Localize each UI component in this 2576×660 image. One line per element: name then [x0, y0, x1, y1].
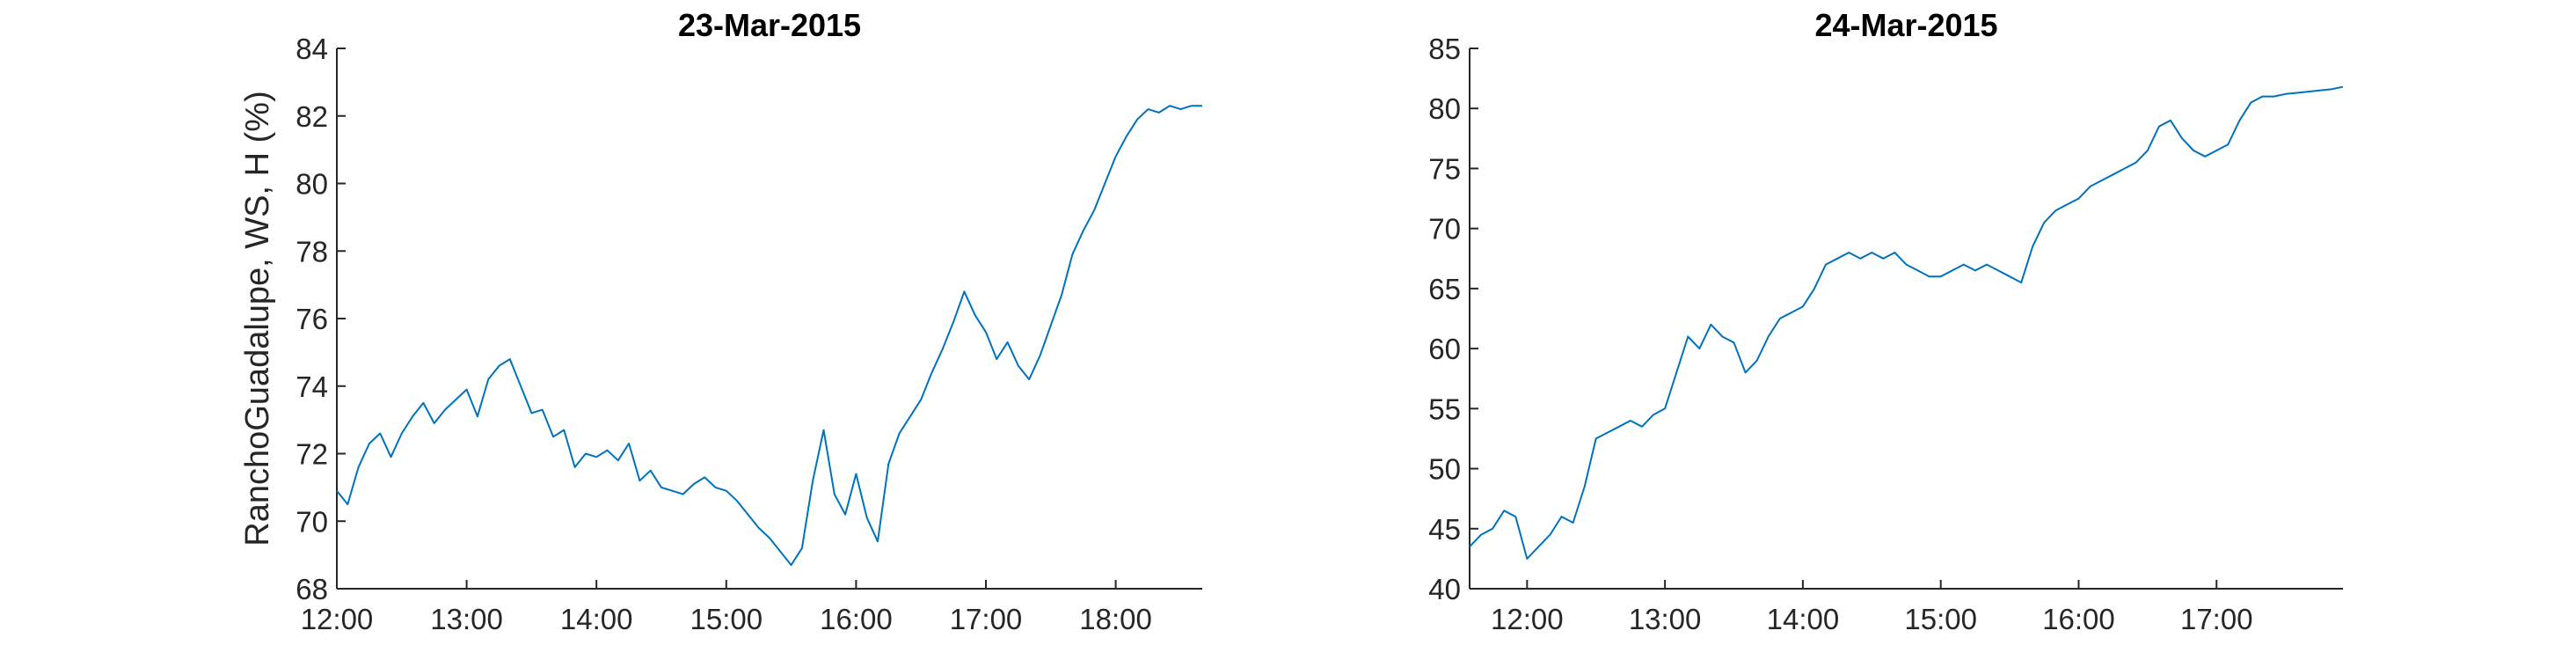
x-tick-label: 15:00 [1904, 603, 1977, 635]
y-tick-label: 60 [1428, 333, 1461, 365]
chart-title: 24-Mar-2015 [1814, 7, 1997, 43]
y-tick-label: 76 [296, 303, 328, 335]
x-tick-label: 14:00 [1767, 603, 1840, 635]
series-line-1 [1469, 85, 2344, 560]
chart-2: 40 45 50 55 60 65 70 75 80 85 12:00 13:00 14:00 15:00… [1428, 7, 2344, 635]
x-tick-label: 12:00 [301, 603, 374, 635]
y-tick-label: 84 [296, 33, 328, 65]
y-tick-label: 75 [1428, 152, 1461, 185]
y-tick-label: 70 [296, 505, 328, 538]
x-tick-label: 16:00 [820, 603, 893, 635]
series-line-1 [336, 105, 1202, 567]
x-tick-label: 13:00 [430, 603, 503, 635]
x-tick-label: 17:00 [950, 603, 1023, 635]
y-axis-label: RanchoGuadalupe, WS, H (%) [239, 91, 276, 546]
y-tick-label: 74 [296, 370, 328, 403]
chart-1: 68 70 72 74 76 78 80 82 84 12:00 13:00 14:00 15:00 16… [239, 7, 1202, 635]
chart-title: 23-Mar-2015 [678, 7, 861, 43]
x-tick-label: 16:00 [2042, 603, 2115, 635]
x-tick-label: 14:00 [560, 603, 633, 635]
x-tick-label: 13:00 [1629, 603, 1702, 635]
y-tick-label: 68 [296, 573, 328, 605]
y-tick-label: 65 [1428, 273, 1461, 305]
y-tick-label: 45 [1428, 513, 1461, 546]
x-tick-label: 18:00 [1079, 603, 1152, 635]
y-tick-label: 82 [296, 100, 328, 133]
y-tick-label: 80 [1428, 92, 1461, 125]
y-tick-label: 55 [1428, 392, 1461, 425]
y-tick-label: 40 [1428, 573, 1461, 605]
y-tick-label: 70 [1428, 213, 1461, 246]
x-tick-label: 17:00 [2180, 603, 2253, 635]
y-tick-label: 72 [296, 438, 328, 471]
y-tick-label: 78 [296, 235, 328, 268]
y-tick-label: 50 [1428, 453, 1461, 486]
x-tick-label: 15:00 [690, 603, 763, 635]
y-tick-label: 85 [1428, 33, 1461, 65]
x-tick-label: 12:00 [1491, 603, 1564, 635]
y-tick-label: 80 [296, 168, 328, 201]
